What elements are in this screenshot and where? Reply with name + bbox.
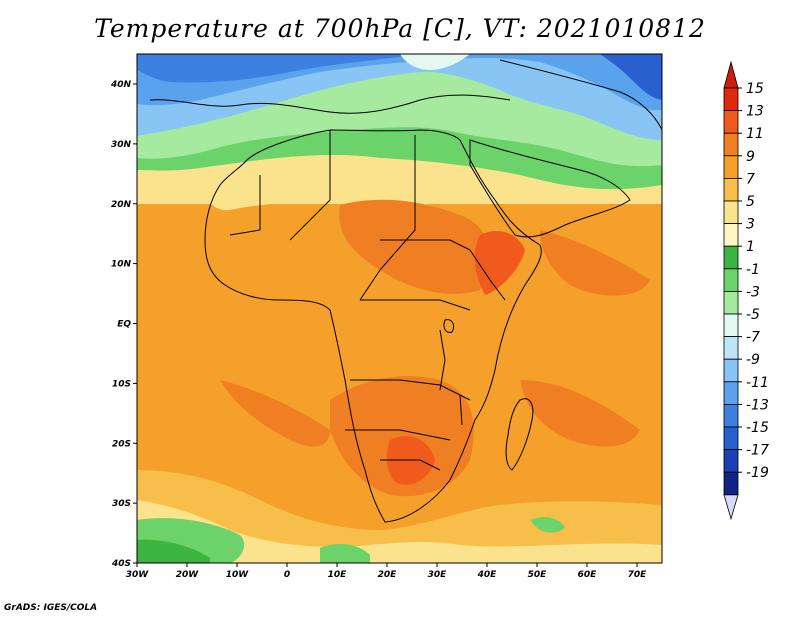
field-sahara-5c [200, 155, 490, 211]
colorbar-label: -7 [746, 330, 760, 346]
coastlines [149, 59, 662, 523]
colorbar-swatch [723, 245, 739, 270]
border-b [359, 135, 416, 301]
field-south-patch-east-1c [530, 517, 565, 533]
colorbar-label: -19 [746, 465, 769, 481]
colorbar-swatch [723, 381, 739, 405]
field-central-11c [339, 199, 491, 294]
colorbar-swatch [723, 200, 739, 225]
colorbar-label: 13 [746, 104, 764, 120]
field-arabian-11c [540, 230, 650, 296]
lat-tick-label: 40N [110, 80, 132, 90]
border-g [380, 459, 441, 471]
colorbar-label: 5 [746, 194, 755, 210]
border-c [229, 175, 261, 236]
colorbar: 15 13 11 9 7 5 3 1 -1 -3 -5 -7 -9 -11 -13 -15 -17 -19 [723, 60, 769, 521]
lon-tick-label: 30E [428, 570, 448, 580]
colorbar-swatch [723, 358, 739, 383]
map-frame [136, 53, 663, 564]
field-south-band-5c [137, 500, 662, 563]
border-i [469, 249, 506, 301]
colorbar-label: 7 [746, 171, 755, 187]
lake-malawi [459, 394, 463, 426]
colorbar-label: 11 [746, 126, 764, 142]
lat-tick-label: 20S [112, 439, 131, 449]
lon-tick-label: 30W [126, 570, 150, 580]
colorbar-label: -9 [746, 352, 760, 368]
colorbar-swatch [723, 155, 739, 179]
field-ethiopia-13c [474, 230, 525, 295]
field-south-patch-3c [137, 539, 210, 563]
lon-tick-label: 70E [628, 570, 648, 580]
colorbar-swatch [723, 87, 739, 112]
border-d [360, 299, 471, 311]
colorbar-label: 1 [746, 239, 755, 255]
lon-tick-label: 60E [578, 570, 598, 580]
asia-coastline [499, 59, 662, 131]
lon-tick-label: 0 [284, 570, 290, 580]
border-f [345, 429, 451, 441]
africa-coastline [204, 129, 542, 523]
field-band-minus13c [137, 54, 420, 83]
credit-text: GrADS: IGES/COLA [4, 603, 98, 613]
colorbar-label: -1 [746, 262, 760, 278]
colorbar-swatch [723, 132, 739, 157]
lon-tick-label: 10E [328, 570, 348, 580]
lat-tick-label: 10S [112, 379, 131, 389]
colorbar-label: 15 [746, 81, 764, 97]
field-south-patch-1c [320, 544, 370, 563]
colorbar-swatch [723, 336, 739, 360]
colorbar-swatch [723, 223, 739, 247]
colorbar-swatch [723, 110, 739, 134]
colorbar-label: 3 [746, 217, 755, 233]
border-a [289, 130, 331, 241]
madagascar-coastline [505, 398, 534, 471]
field-south-band-7c [137, 470, 662, 563]
field-atlantic-11c [220, 380, 330, 447]
colorbar-swatch [723, 449, 739, 473]
lat-tick-label: EQ [117, 320, 131, 330]
colorbar-label: -13 [746, 397, 769, 413]
colorbar-top-arrow [723, 60, 739, 89]
lon-tick-label: 20E [378, 570, 398, 580]
colorbar-label: -3 [746, 284, 760, 300]
field-band-minus15c [600, 54, 662, 100]
colorbar-swatch [723, 471, 739, 496]
colorbar-swatch [723, 426, 739, 451]
colorbar-swatch [723, 177, 739, 202]
lon-tick-label: 40E [477, 570, 498, 580]
colorbar-swatch [723, 313, 739, 338]
colorbar-label: -17 [746, 443, 769, 459]
lake-tanganyika [439, 329, 446, 391]
arabia-coastline [469, 139, 631, 238]
border-e [350, 379, 471, 401]
lat-tick-label: 40S [111, 559, 131, 569]
map-axes: 30W 20W 10W 0 10E 20E 30E 40E 50E 60E 70E 40N 30N 20N… [110, 80, 647, 580]
temperature-field [137, 54, 662, 563]
border-h [380, 239, 471, 251]
field-indian-11c [520, 380, 640, 447]
lat-tick-label: 10N [111, 260, 132, 270]
colorbar-label: -15 [746, 420, 769, 436]
lat-tick-label: 30S [112, 499, 131, 509]
chart-title: Temperature at 700hPa [C], VT: 202101081… [94, 14, 706, 43]
colorbar-swatch [723, 403, 739, 428]
field-band-minus5c-patch [400, 54, 470, 70]
lon-tick-label: 10W [226, 570, 250, 580]
colorbar-bottom-arrow [723, 494, 739, 521]
colorbar-label: -11 [746, 375, 769, 391]
colorbar-swatch [723, 268, 739, 292]
europe-coastline [149, 94, 511, 114]
lon-tick-label: 20W [176, 570, 200, 580]
colorbar-label: -5 [746, 307, 760, 323]
field-south-11c [330, 376, 474, 497]
lat-tick-label: 20N [111, 200, 132, 210]
colorbar-swatch [723, 290, 739, 315]
colorbar-label: 9 [746, 149, 755, 165]
lon-tick-label: 50E [528, 570, 548, 580]
lake-victoria [443, 319, 455, 333]
lat-tick-label: 30N [111, 140, 132, 150]
